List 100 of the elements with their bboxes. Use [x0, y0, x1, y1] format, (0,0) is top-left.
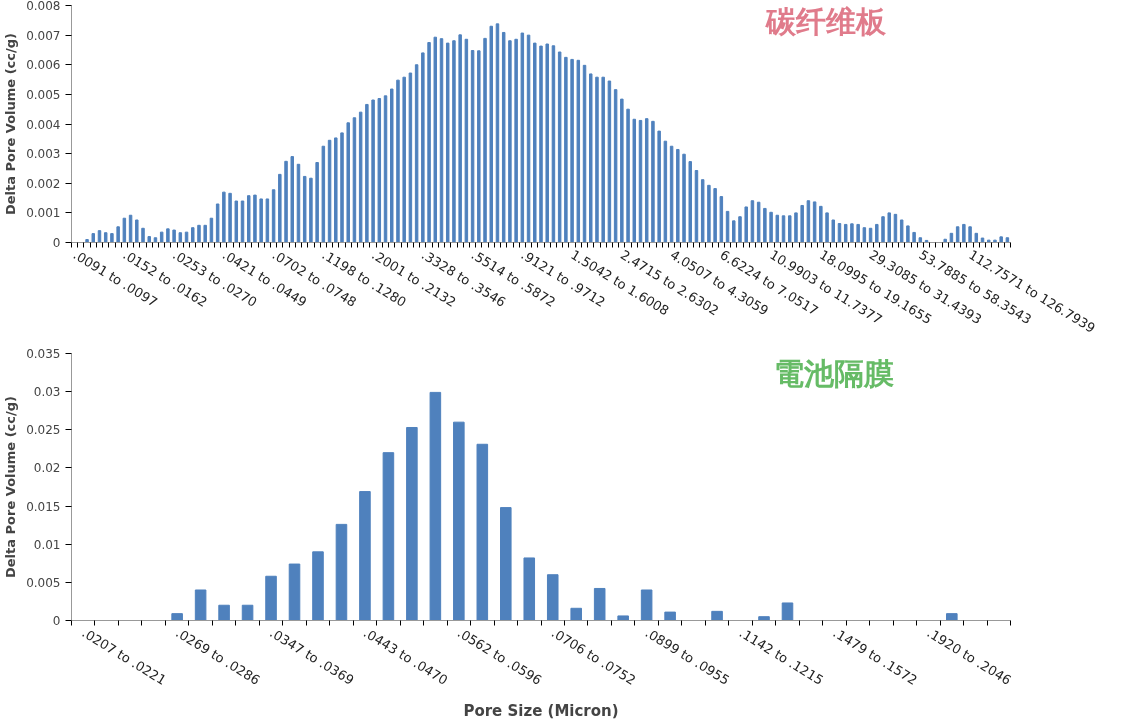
- bar: [358, 111, 363, 243]
- bar: [203, 224, 207, 243]
- bar: [640, 589, 653, 621]
- y-tick-label: 0.006: [26, 58, 61, 73]
- y-axis-title: Delta Pore Volume (cc/g): [3, 395, 19, 579]
- bar: [570, 58, 574, 243]
- bar: [278, 173, 282, 243]
- y-tick-label: 0.001: [26, 206, 61, 221]
- bar: [682, 153, 686, 243]
- y-tick-label: 0.02: [33, 461, 61, 476]
- bar: [284, 160, 288, 243]
- bar: [135, 219, 139, 243]
- bar: [918, 237, 923, 243]
- bar: [234, 200, 239, 243]
- chart-title: 碳纤维板: [764, 3, 887, 39]
- bar: [620, 98, 624, 243]
- bar: [453, 421, 465, 621]
- bar: [657, 130, 661, 243]
- bar: [986, 239, 991, 243]
- bar: [595, 76, 599, 243]
- bar: [775, 214, 780, 243]
- bar: [315, 162, 319, 243]
- y-axis-title: Delta Pore Volume (cc/g): [3, 32, 19, 216]
- y-tick-label: 0.007: [26, 28, 61, 43]
- bar: [265, 575, 277, 621]
- bar: [999, 236, 1003, 243]
- bar: [178, 232, 183, 243]
- bar: [732, 220, 736, 243]
- bar: [887, 212, 891, 243]
- bar: [632, 118, 637, 243]
- bar: [429, 391, 442, 621]
- bar: [651, 120, 655, 243]
- y-tick-label: 0.035: [26, 347, 61, 361]
- bar: [302, 175, 307, 243]
- bar: [626, 108, 630, 243]
- y-tick-label: 0.003: [26, 147, 61, 162]
- bar: [711, 610, 723, 621]
- x-axis-title: Pore Size (Micron): [463, 702, 619, 721]
- bar: [228, 192, 232, 243]
- bar: [644, 118, 649, 243]
- bar: [993, 239, 997, 243]
- bar: [194, 589, 207, 621]
- bar: [382, 452, 395, 621]
- bar: [122, 217, 127, 243]
- bar: [476, 443, 489, 621]
- y-tick-label: 0.01: [33, 537, 61, 552]
- bar: [458, 34, 462, 243]
- bar: [406, 427, 418, 621]
- bar: [906, 225, 910, 243]
- bar: [664, 611, 676, 621]
- bar: [713, 188, 717, 243]
- bar: [533, 42, 537, 243]
- bar: [218, 604, 230, 621]
- bar: [371, 99, 375, 243]
- y-tick-label: 0.025: [26, 423, 61, 438]
- bar: [483, 37, 487, 243]
- bar: [663, 140, 668, 243]
- bar: [335, 523, 348, 621]
- bar: [433, 36, 438, 243]
- bar: [738, 216, 742, 243]
- bar: [191, 227, 195, 243]
- bar: [340, 132, 344, 243]
- bar: [589, 73, 593, 243]
- bar: [141, 227, 145, 243]
- bar: [288, 563, 301, 621]
- bar: [570, 607, 582, 621]
- bar: [91, 233, 96, 243]
- bar: [946, 613, 958, 621]
- bar: [377, 98, 382, 243]
- bar: [676, 148, 680, 243]
- bar: [241, 604, 254, 621]
- bar: [617, 615, 629, 621]
- bar: [707, 184, 711, 243]
- bar: [427, 42, 431, 243]
- bar: [593, 587, 606, 621]
- bar: [309, 177, 313, 243]
- bar: [147, 236, 151, 243]
- y-tick-label: 0.008: [26, 0, 61, 13]
- bar: [523, 557, 536, 621]
- bar: [545, 43, 549, 243]
- bar: [253, 194, 257, 243]
- bar: [421, 52, 425, 243]
- bar: [564, 56, 568, 243]
- bar: [812, 201, 817, 243]
- bar: [215, 203, 220, 243]
- bar: [464, 38, 469, 243]
- bar: [265, 198, 270, 243]
- y-tick-label: 0.015: [26, 499, 61, 514]
- bar: [159, 231, 164, 243]
- bar: [259, 198, 263, 243]
- bar: [576, 59, 581, 243]
- y-tick-label: 0.005: [26, 87, 61, 102]
- bar: [166, 228, 170, 243]
- y-tick-label: 0.002: [26, 176, 61, 191]
- bar: [359, 491, 371, 621]
- bar: [843, 223, 848, 243]
- bar: [825, 212, 829, 243]
- chart-title: 電池隔膜: [774, 355, 895, 391]
- bar: [197, 224, 201, 243]
- bar: [862, 227, 867, 243]
